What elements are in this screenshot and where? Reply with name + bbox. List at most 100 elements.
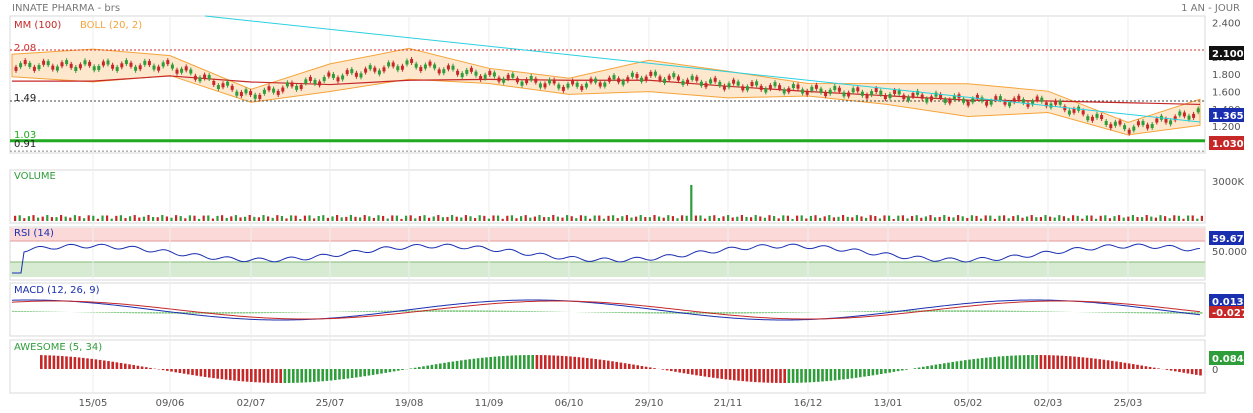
volume-bar	[354, 216, 357, 221]
macd-histogram-bar	[270, 312, 273, 314]
ao-bar	[829, 369, 833, 381]
macd-histogram-bar	[1107, 312, 1110, 313]
candle-body	[506, 74, 510, 79]
volume-bar	[740, 215, 743, 221]
macd-histogram-bar	[216, 312, 219, 314]
candle-body	[1146, 124, 1150, 129]
volume-bar	[694, 215, 697, 221]
candle-body	[1132, 126, 1136, 131]
ao-bar	[321, 369, 324, 382]
macd-histogram-bar	[1104, 312, 1107, 313]
ao-bar	[581, 357, 585, 369]
ao-bar	[1119, 362, 1122, 369]
volume-bar	[731, 217, 734, 221]
volume-bar	[1104, 215, 1107, 221]
ao-bar	[842, 369, 845, 380]
macd-histogram-bar	[183, 312, 186, 314]
candle-body	[184, 66, 188, 71]
volume-bar	[860, 216, 863, 221]
volume-bar	[865, 217, 868, 221]
ao-bar	[313, 369, 316, 382]
volume-bar	[230, 216, 233, 221]
volume-bar	[685, 215, 688, 221]
macd-histogram-bar	[387, 310, 390, 312]
candle-body	[676, 76, 680, 81]
volume-bar	[69, 217, 72, 221]
candle-body	[704, 83, 708, 88]
ao-bar	[649, 367, 652, 369]
macd-histogram-bar	[222, 312, 225, 314]
candle-body	[239, 92, 243, 97]
x-tick-label: 05/02	[954, 398, 983, 409]
x-tick-label: 19/08	[395, 398, 424, 409]
x-tick-label: 02/03	[1034, 398, 1063, 409]
volume-bar	[409, 215, 412, 221]
volume-bar	[713, 215, 716, 221]
candle-body	[621, 80, 625, 85]
ao-bar	[623, 363, 627, 369]
candle-body	[681, 80, 685, 85]
macd-histogram-bar	[135, 312, 138, 314]
volume-bar	[1081, 218, 1084, 221]
macd-histogram-bar	[1194, 312, 1197, 314]
macd-histogram-bar	[1125, 312, 1128, 314]
ao-bar	[964, 360, 967, 369]
macd-histogram-bar	[210, 312, 213, 314]
candle-body	[1123, 125, 1127, 130]
volume-bar	[142, 216, 145, 221]
macd-histogram-bar	[1140, 312, 1143, 314]
macd-histogram-bar	[495, 310, 498, 312]
macd-histogram-bar	[780, 312, 783, 313]
volume-bar	[359, 217, 362, 221]
macd-histogram-bar	[126, 312, 129, 314]
macd-histogram-bar	[198, 312, 201, 314]
volume-bar	[819, 217, 822, 221]
candle-body	[1127, 129, 1131, 134]
candle-body	[1100, 115, 1104, 120]
volume-bar	[280, 215, 283, 221]
macd-histogram-bar	[27, 311, 30, 312]
macd-histogram-bar	[171, 312, 174, 314]
ao-bar	[548, 355, 551, 369]
volume-bar	[1196, 218, 1199, 221]
candle-body	[318, 81, 322, 86]
ao-bar	[997, 356, 1001, 369]
volume-bar	[184, 218, 187, 221]
ao-bar	[590, 358, 593, 369]
candle-body	[502, 78, 506, 83]
macd-histogram-bar	[402, 310, 405, 312]
macd-histogram-bar	[240, 312, 243, 314]
candle-body	[543, 83, 547, 88]
volume-bar	[648, 217, 651, 221]
macd-histogram-bar	[522, 310, 525, 312]
volume-bar	[943, 215, 946, 221]
macd-histogram-bar	[1011, 310, 1014, 312]
volume-bar	[1108, 218, 1111, 221]
volume-bar	[308, 215, 311, 221]
ao-bar	[86, 358, 89, 369]
ao-bar	[628, 363, 631, 369]
candle-body	[805, 90, 809, 95]
volume-bar	[1095, 218, 1098, 221]
ao-bar	[594, 359, 597, 369]
candle-body	[557, 84, 561, 89]
candle-body	[414, 63, 418, 68]
ao-bar	[783, 369, 786, 383]
macd-histogram-bar	[261, 312, 264, 314]
volume-bar	[248, 215, 251, 221]
volume-bar	[777, 218, 780, 221]
volume-bar	[883, 215, 886, 221]
candle-body	[83, 60, 87, 65]
candle-body	[791, 84, 795, 89]
macd-histogram-bar	[915, 310, 918, 312]
candle-body	[193, 75, 197, 80]
candle-body	[1063, 106, 1067, 111]
volume-bar	[340, 217, 343, 221]
macd-histogram-bar	[30, 311, 33, 312]
volume-bar	[1159, 215, 1162, 221]
macd-histogram-bar	[696, 312, 699, 314]
macd-histogram-bar	[903, 310, 906, 312]
macd-histogram-bar	[111, 312, 114, 313]
candle-body	[124, 60, 128, 65]
ao-bar	[506, 355, 509, 369]
